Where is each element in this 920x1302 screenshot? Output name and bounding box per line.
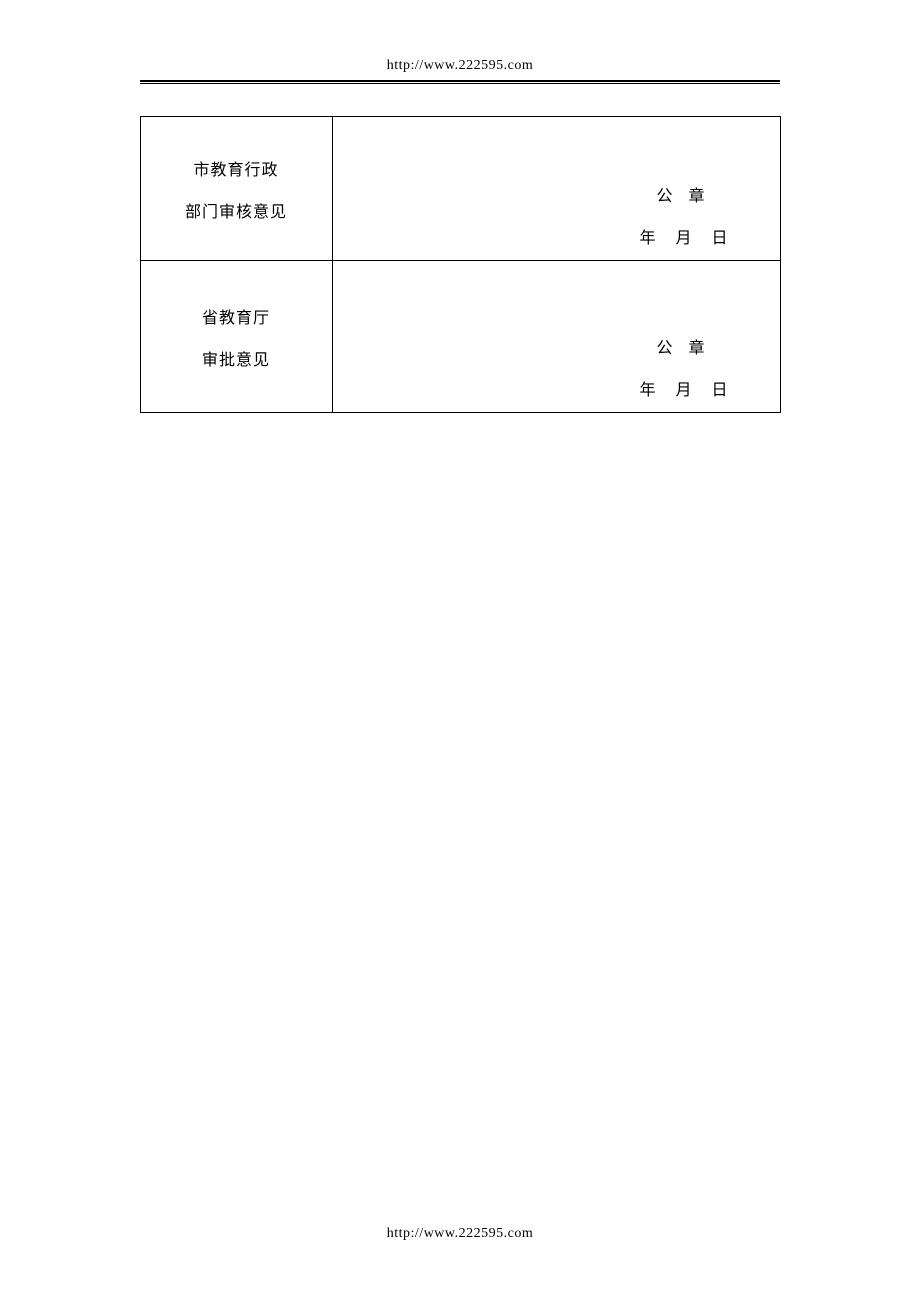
page-footer: http://www.222595.com [0,1226,920,1242]
table-row: 省教育厅 审批意见 公 章 年 月 日 [140,261,780,413]
table-row: 市教育行政 部门审核意见 公 章 年 月 日 [140,117,780,261]
row1-label-line1: 市教育行政 [193,156,278,180]
row1-stamp-label: 公 章 [631,182,735,206]
header-url: http://www.222595.com [387,58,533,73]
row2-label-cell: 省教育厅 审批意见 [140,261,332,413]
row2-content-cell: 公 章 年 月 日 [332,261,780,413]
row2-label-line2: 审批意见 [202,346,270,370]
row1-label-cell: 市教育行政 部门审核意见 [140,117,332,261]
row2-label-line1: 省教育厅 [202,304,270,328]
page-header: http://www.222595.com [0,0,920,74]
row1-date-month: 月 [675,230,691,247]
row1-date-year: 年 [639,230,655,247]
row1-label-line2: 部门审核意见 [185,198,287,222]
approval-table: 市教育行政 部门审核意见 公 章 年 月 日 省教育厅 审批意见 公 [140,116,781,413]
row1-content-cell: 公 章 年 月 日 [332,117,780,261]
row2-date-month: 月 [675,382,691,399]
row1-stamp-block: 公 章 年 月 日 [631,182,735,248]
header-divider [140,80,780,84]
footer-url: http://www.222595.com [387,1226,533,1241]
row2-date-label: 年 月 日 [631,376,735,400]
row2-date-year: 年 [639,382,655,399]
row1-date-label: 年 月 日 [631,224,735,248]
row2-stamp-block: 公 章 年 月 日 [631,334,735,400]
row2-date-day: 日 [711,382,727,399]
row2-stamp-label: 公 章 [631,334,735,358]
row1-date-day: 日 [711,230,727,247]
